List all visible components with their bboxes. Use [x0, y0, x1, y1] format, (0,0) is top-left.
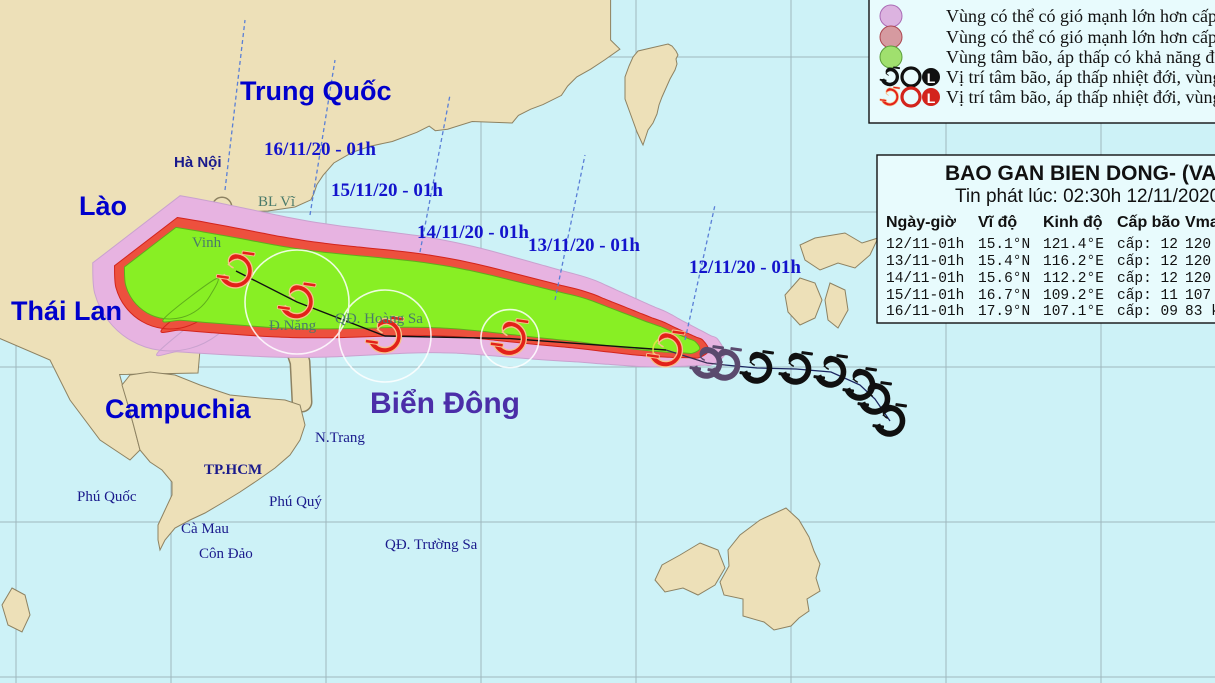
- svg-text:Thái Lan: Thái Lan: [11, 296, 122, 326]
- svg-text:cấp: 09: cấp: 09: [1117, 303, 1178, 320]
- svg-text:13/11-01h: 13/11-01h: [886, 254, 964, 270]
- svg-text:QĐ. Trường Sa: QĐ. Trường Sa: [385, 537, 478, 553]
- svg-text:15.4°N: 15.4°N: [978, 254, 1030, 270]
- svg-text:16/11-01h: 16/11-01h: [886, 304, 964, 320]
- svg-text:120 km/h: 120 km/h: [1185, 237, 1215, 253]
- svg-text:Đ.Năng: Đ.Năng: [269, 318, 317, 334]
- svg-text:Côn Đảo: Côn Đảo: [199, 546, 253, 562]
- svg-text:QĐ. Hoàng Sa: QĐ. Hoàng Sa: [335, 311, 423, 327]
- svg-text:L: L: [927, 90, 936, 106]
- svg-text:14/11/20 - 01h: 14/11/20 - 01h: [417, 222, 529, 243]
- svg-text:N.Trang: N.Trang: [315, 430, 365, 446]
- svg-text:cấp: 12: cấp: 12: [1117, 253, 1178, 270]
- svg-text:116.2°E: 116.2°E: [1043, 254, 1104, 270]
- svg-text:Vùng có thể có gió mạnh lớn hơ: Vùng có thể có gió mạnh lớn hơn cấp 10: [946, 27, 1215, 47]
- svg-text:83 km/h: 83 km/h: [1185, 304, 1215, 320]
- svg-text:Lào: Lào: [79, 191, 127, 221]
- svg-text:120 km/h: 120 km/h: [1185, 271, 1215, 287]
- svg-text:15/11/20 - 01h: 15/11/20 - 01h: [331, 180, 443, 201]
- svg-text:Vị trí tâm bão, áp thấp nhiệt: Vị trí tâm bão, áp thấp nhiệt đới, vùng …: [946, 67, 1215, 87]
- svg-text:Trung Quốc: Trung Quốc: [240, 76, 392, 106]
- svg-text:Hà Nội: Hà Nội: [174, 154, 222, 171]
- svg-text:Campuchia: Campuchia: [105, 394, 252, 424]
- svg-text:Vinh: Vinh: [192, 235, 222, 251]
- svg-text:Ngày-giờ: Ngày-giờ: [886, 214, 957, 231]
- svg-text:Vị trí tâm bão, áp thấp nhiệt: Vị trí tâm bão, áp thấp nhiệt đới, vùng …: [946, 87, 1215, 107]
- svg-text:16/11/20 - 01h: 16/11/20 - 01h: [264, 139, 376, 160]
- svg-text:109.2°E: 109.2°E: [1043, 288, 1104, 304]
- svg-text:14/11-01h: 14/11-01h: [886, 271, 964, 287]
- svg-text:15/11-01h: 15/11-01h: [886, 288, 964, 304]
- svg-text:12/11-01h: 12/11-01h: [886, 237, 964, 253]
- svg-text:Vĩ độ: Vĩ độ: [978, 214, 1017, 231]
- svg-text:Vùng tâm bão, áp thấp có khả n: Vùng tâm bão, áp thấp có khả năng đi qua: [946, 47, 1215, 67]
- svg-text:121.4°E: 121.4°E: [1043, 237, 1104, 253]
- svg-text:BL Vĩ: BL Vĩ: [258, 194, 296, 210]
- svg-text:112.2°E: 112.2°E: [1043, 271, 1104, 287]
- svg-text:Biển Đông: Biển Đông: [370, 387, 520, 420]
- svg-text:Kinh độ: Kinh độ: [1043, 214, 1103, 231]
- svg-text:cấp: 12: cấp: 12: [1117, 270, 1178, 287]
- svg-text:Phú Quý: Phú Quý: [269, 494, 322, 510]
- svg-text:Tin phát lúc: 02:30h 12/11/202: Tin phát lúc: 02:30h 12/11/2020: [955, 186, 1215, 207]
- svg-text:L: L: [927, 70, 936, 86]
- svg-text:Cấp bão: Cấp bão: [1117, 214, 1180, 231]
- svg-text:15.6°N: 15.6°N: [978, 271, 1030, 287]
- svg-text:TP.HCM: TP.HCM: [204, 462, 262, 478]
- svg-text:12/11/20 - 01h: 12/11/20 - 01h: [689, 257, 801, 278]
- svg-text:16.7°N: 16.7°N: [978, 288, 1030, 304]
- svg-text:17.9°N: 17.9°N: [978, 304, 1030, 320]
- svg-text:15.1°N: 15.1°N: [978, 237, 1030, 253]
- svg-text:cấp: 12: cấp: 12: [1117, 236, 1178, 253]
- svg-text:BAO GAN BIEN DONG- (VAMCO): BAO GAN BIEN DONG- (VAMCO): [945, 162, 1215, 185]
- svg-text:Vmax: Vmax: [1185, 214, 1215, 231]
- svg-text:107 km/h: 107 km/h: [1185, 288, 1215, 304]
- svg-text:107.1°E: 107.1°E: [1043, 304, 1104, 320]
- svg-text:13/11/20 - 01h: 13/11/20 - 01h: [528, 235, 640, 256]
- svg-text:Phú Quốc: Phú Quốc: [77, 489, 137, 505]
- svg-text:Vùng có thể có gió mạnh lớn hơ: Vùng có thể có gió mạnh lớn hơn cấp 6: [946, 6, 1215, 26]
- svg-text:cấp: 11: cấp: 11: [1117, 287, 1178, 304]
- svg-text:120 km/h: 120 km/h: [1185, 254, 1215, 270]
- svg-text:Cà Mau: Cà Mau: [181, 521, 229, 537]
